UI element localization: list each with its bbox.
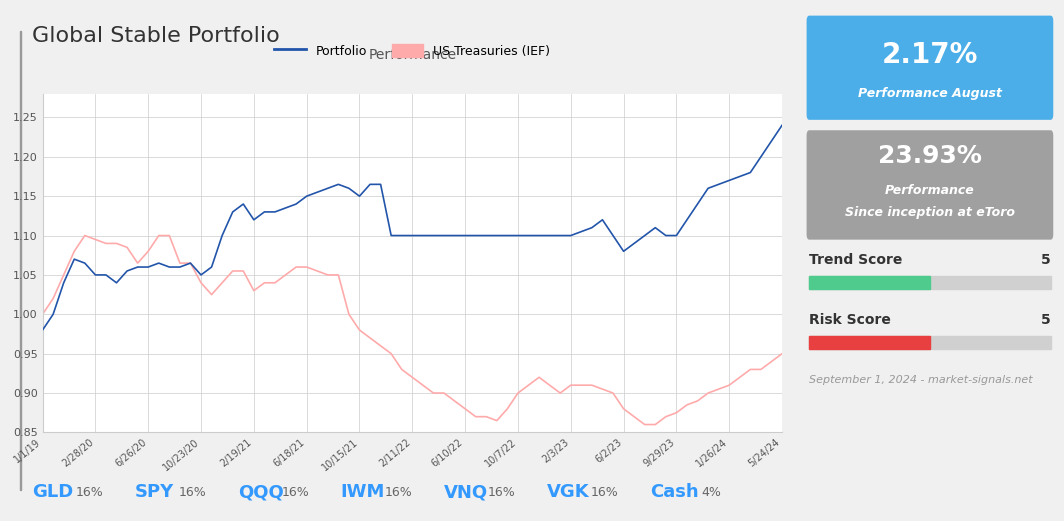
Text: 4%: 4%	[701, 486, 721, 499]
Text: 16%: 16%	[487, 486, 515, 499]
Bar	[20, 31, 21, 490]
Bar	[810, 276, 1050, 289]
Text: Performance August: Performance August	[858, 88, 1002, 100]
Bar	[810, 276, 930, 289]
FancyBboxPatch shape	[807, 16, 1053, 120]
Legend: Portfolio, US Treasuries (IEF): Portfolio, US Treasuries (IEF)	[269, 39, 555, 63]
Text: Since inception at eToro: Since inception at eToro	[845, 206, 1015, 219]
Bar	[810, 336, 1050, 349]
Text: 16%: 16%	[179, 486, 206, 499]
Text: VGK: VGK	[547, 483, 589, 501]
Text: 16%: 16%	[384, 486, 412, 499]
Text: 2.17%: 2.17%	[882, 41, 978, 69]
Text: 16%: 16%	[281, 486, 310, 499]
Text: 16%: 16%	[76, 486, 103, 499]
Text: IWM: IWM	[340, 483, 385, 501]
Text: GLD: GLD	[32, 483, 73, 501]
Text: SPY: SPY	[135, 483, 174, 501]
Text: Risk Score: Risk Score	[810, 314, 892, 327]
Text: 23.93%: 23.93%	[878, 144, 982, 168]
Text: September 1, 2024 - market-signals.net: September 1, 2024 - market-signals.net	[810, 375, 1033, 386]
FancyBboxPatch shape	[807, 130, 1053, 240]
Title: Performance: Performance	[368, 48, 456, 62]
Text: QQQ: QQQ	[237, 483, 283, 501]
Text: Trend Score: Trend Score	[810, 254, 902, 267]
Text: 16%: 16%	[591, 486, 618, 499]
Text: VNQ: VNQ	[444, 483, 488, 501]
Text: Performance: Performance	[885, 184, 975, 196]
Text: 5: 5	[1041, 314, 1050, 327]
Text: 5: 5	[1041, 254, 1050, 267]
Text: Global Stable Portfolio: Global Stable Portfolio	[32, 27, 280, 46]
Text: Cash: Cash	[650, 483, 699, 501]
Bar	[810, 336, 930, 349]
